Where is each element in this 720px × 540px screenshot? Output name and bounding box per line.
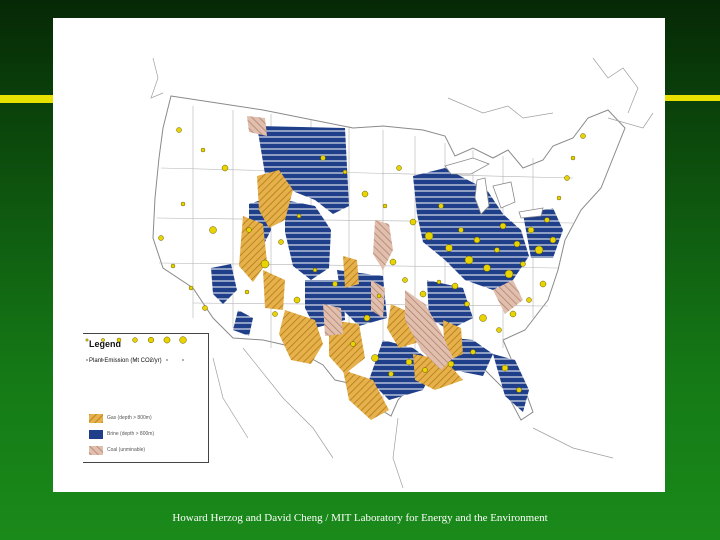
legend-item-coal: Coal (unminable) [89, 446, 204, 456]
accent-bar-right [664, 95, 720, 101]
legend-label-coal: Coal (unminable) [107, 447, 146, 453]
brine-swatch [89, 430, 103, 439]
legend-item-brine: Brine (depth > 800m) [89, 430, 204, 440]
coal-formations [247, 116, 523, 370]
slide-caption: Howard Herzog and David Cheng / MIT Labo… [172, 512, 548, 524]
us-storage-map: Legend Plant Emission (Mt CO2/yr) Gas (d… [53, 18, 665, 492]
great-lakes [444, 157, 544, 219]
legend-title: Legend [89, 339, 122, 349]
legend-item-gas: Gas (depth > 800m) [89, 414, 204, 424]
legend-label-gas: Gas (depth > 800m) [107, 415, 152, 421]
legend-subtitle: Plant Emission (Mt CO2/yr) [89, 358, 162, 364]
gas-hatch-swatch [89, 414, 103, 423]
map-legend: Legend Plant Emission (Mt CO2/yr) Gas (d… [83, 333, 209, 463]
legend-size-dots [85, 336, 187, 361]
plant-emission-points [158, 127, 586, 393]
neighbor-outlines [150, 57, 654, 489]
map-canvas [150, 57, 654, 489]
accent-bar-left [0, 95, 62, 103]
coal-swatch [89, 446, 103, 455]
legend-label-brine: Brine (depth > 800m) [107, 431, 155, 437]
